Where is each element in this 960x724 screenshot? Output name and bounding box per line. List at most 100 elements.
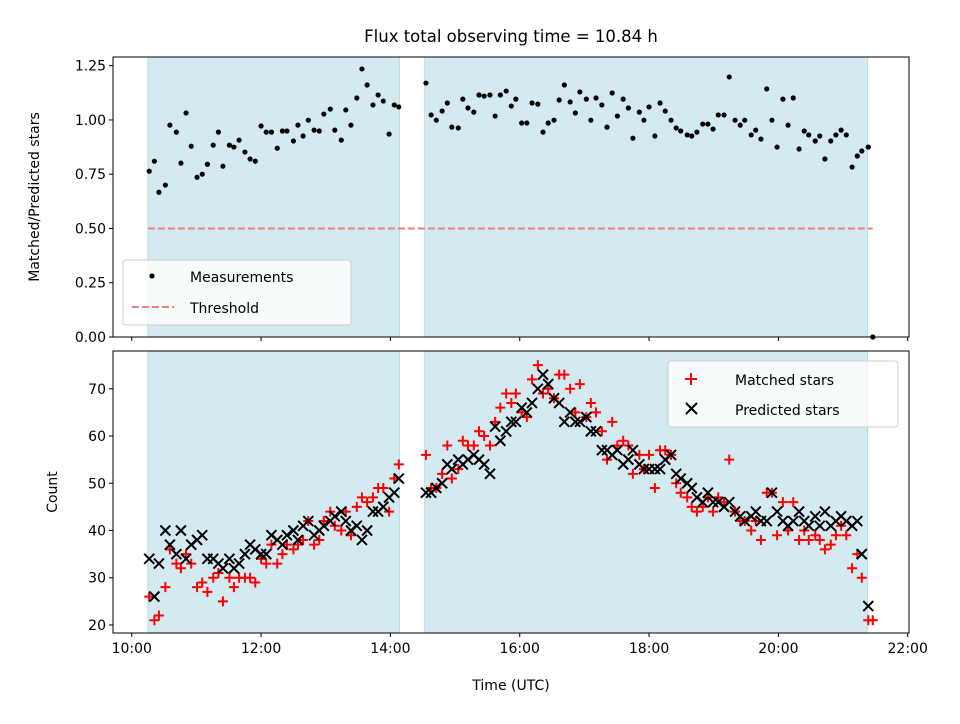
legend-predicted-label: Predicted stars <box>735 403 840 419</box>
y-tick-label: 60 <box>88 429 106 445</box>
measurement-point <box>460 96 466 102</box>
y-tick-label: 40 <box>88 523 106 539</box>
matched-star-point <box>393 459 404 470</box>
matched-star-point <box>830 530 841 541</box>
measurement-point <box>226 142 232 148</box>
predicted-star-point <box>723 496 735 508</box>
measurement-point <box>774 144 780 150</box>
predicted-star-point <box>367 505 379 518</box>
measurement-point <box>828 138 834 144</box>
matched-star-point <box>810 530 821 541</box>
predicted-star-point <box>361 524 373 537</box>
matched-star-point <box>160 582 171 593</box>
measurement-point <box>263 129 269 135</box>
predicted-star-point <box>281 529 293 541</box>
measurement-point <box>577 89 583 95</box>
predicted-star-point <box>223 553 236 565</box>
predicted-star-point <box>276 538 289 551</box>
matched-star-point <box>532 360 543 371</box>
top-ylabel: Matched/Predicted stars <box>27 112 43 282</box>
predicted-star-point <box>814 520 826 532</box>
measurement-point <box>678 128 684 134</box>
predicted-star-point <box>537 368 549 381</box>
measurement-point <box>396 104 402 110</box>
measurement-point <box>838 127 844 133</box>
x-tick-label: 12:00 <box>241 641 281 657</box>
x-tick-label: 20:00 <box>758 641 798 657</box>
measurement-point <box>156 189 162 195</box>
measurement-point <box>529 100 535 106</box>
matched-star-point <box>724 454 735 465</box>
matched-star-point <box>197 577 208 588</box>
predicted-star-point <box>526 397 538 409</box>
matched-star-point <box>384 506 395 517</box>
measurement-point <box>620 96 626 102</box>
predicted-star-point <box>580 411 593 423</box>
matched-star-point <box>362 497 373 508</box>
matched-star-point <box>473 426 484 437</box>
matched-star-point <box>336 525 347 536</box>
predicted-star-point <box>564 406 576 419</box>
predicted-star-point <box>505 416 518 428</box>
predicted-star-point <box>675 472 687 485</box>
measurement-point <box>481 93 487 99</box>
measurement-point <box>609 90 615 96</box>
measurement-point <box>258 123 264 129</box>
measurement-point <box>252 158 258 164</box>
predicted-star-point <box>335 505 347 518</box>
matched-star-point <box>224 572 235 583</box>
predicted-star-point <box>340 515 352 527</box>
measurement-point <box>721 112 727 118</box>
measurement-point <box>599 102 605 108</box>
matched-star-point <box>484 440 495 451</box>
predicted-star-point <box>484 468 496 480</box>
measurement-point <box>710 126 716 132</box>
legend-measurements-marker <box>149 273 155 279</box>
predicted-star-point <box>175 524 187 537</box>
axes-frame <box>112 350 910 634</box>
chart-title: Flux total observing time = 10.84 h <box>364 27 658 46</box>
measurement-point <box>471 109 477 115</box>
matched-star-point <box>746 525 757 536</box>
predicted-star-point <box>558 416 571 428</box>
measurement-point <box>769 117 775 123</box>
measurement-point <box>684 132 690 138</box>
predicted-star-point <box>356 534 368 546</box>
matched-star-point <box>559 369 570 380</box>
measurement-point <box>551 117 557 123</box>
matched-star-point <box>202 586 213 597</box>
measurement-point <box>545 120 551 126</box>
matched-star-point <box>250 577 261 588</box>
predicted-star-point <box>521 406 533 419</box>
measurement-point <box>726 74 732 80</box>
matched-star-point <box>825 539 836 550</box>
measurement-point <box>689 133 695 139</box>
y-tick-label: 0.25 <box>75 276 106 292</box>
y-tick-label: 0.00 <box>75 330 106 346</box>
measurement-point <box>513 96 519 102</box>
ratio-axes: 0.00 0.25 0.50 0.75 1.00 1.25 <box>75 56 910 346</box>
matched-star-point <box>192 582 203 593</box>
matched-star-point <box>847 563 858 574</box>
matched-star-point <box>607 416 618 427</box>
predicted-star-point <box>329 510 341 523</box>
measurement-point <box>652 133 658 139</box>
measurement-point <box>364 82 370 88</box>
predicted-star-point <box>489 420 501 433</box>
matched-star-point <box>261 558 272 569</box>
matched-star-point <box>309 539 320 550</box>
measurement-point <box>567 99 573 105</box>
measurement-point <box>535 101 541 107</box>
matched-star-point <box>618 435 629 446</box>
measurement-point <box>849 164 855 170</box>
predicted-star-point <box>707 496 719 508</box>
matched-star-point <box>856 572 867 583</box>
measurement-point <box>375 92 381 98</box>
matched-star-point <box>596 426 607 437</box>
predicted-star-point <box>217 562 229 574</box>
y-tick-label: 0.75 <box>75 167 106 183</box>
predicted-star-point <box>851 515 863 527</box>
predicted-star-point <box>596 444 608 456</box>
measurement-point <box>327 106 333 112</box>
measurement-point <box>817 133 823 139</box>
